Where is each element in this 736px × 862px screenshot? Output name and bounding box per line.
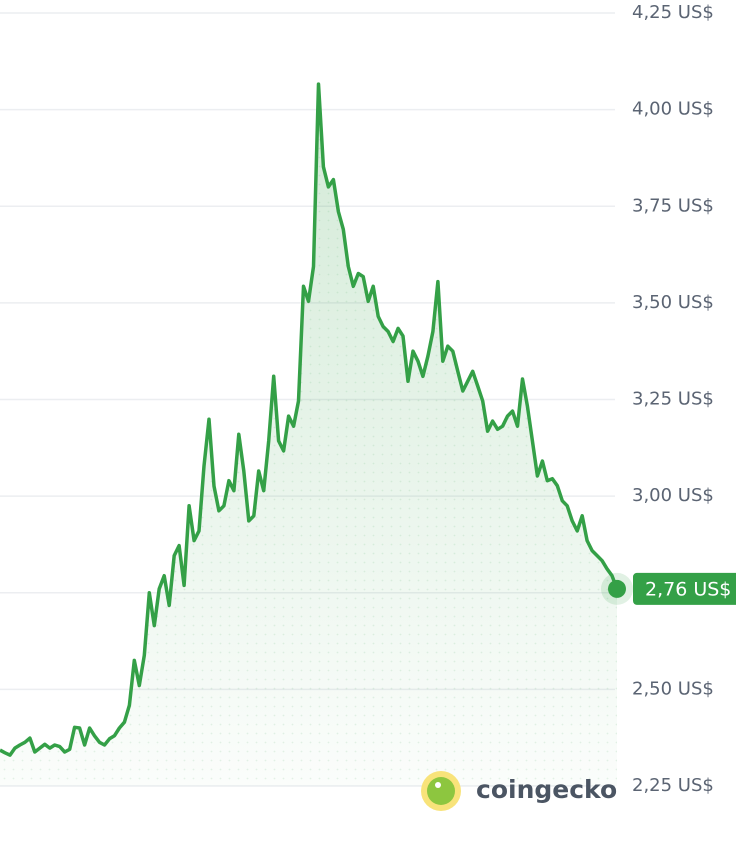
area-dots bbox=[0, 84, 617, 787]
current-dot bbox=[608, 579, 626, 598]
y-tick-label: 3,50 US$ bbox=[632, 292, 714, 313]
y-tick-label: 3,75 US$ bbox=[632, 195, 714, 216]
price-tag-label: 2,76 US$ bbox=[645, 578, 731, 600]
plot: 2,25 US$ 2,50 US$ 3,00 US$ 3,25 US$ 3,50 US$… bbox=[0, 2, 736, 796]
price-tag bbox=[633, 572, 736, 605]
y-tick-label: 3,25 US$ bbox=[632, 389, 714, 410]
watermark: coingecko bbox=[421, 771, 617, 811]
watermark-text: coingecko bbox=[476, 775, 617, 804]
y-tick-label: 4,25 US$ bbox=[632, 2, 714, 23]
y-tick-label: 2,50 US$ bbox=[632, 678, 714, 699]
y-tick-label: 2,25 US$ bbox=[632, 775, 714, 796]
y-tick-label: 4,00 US$ bbox=[632, 99, 714, 120]
price-line bbox=[0, 82, 619, 757]
y-tick-label: 3,00 US$ bbox=[632, 485, 714, 506]
